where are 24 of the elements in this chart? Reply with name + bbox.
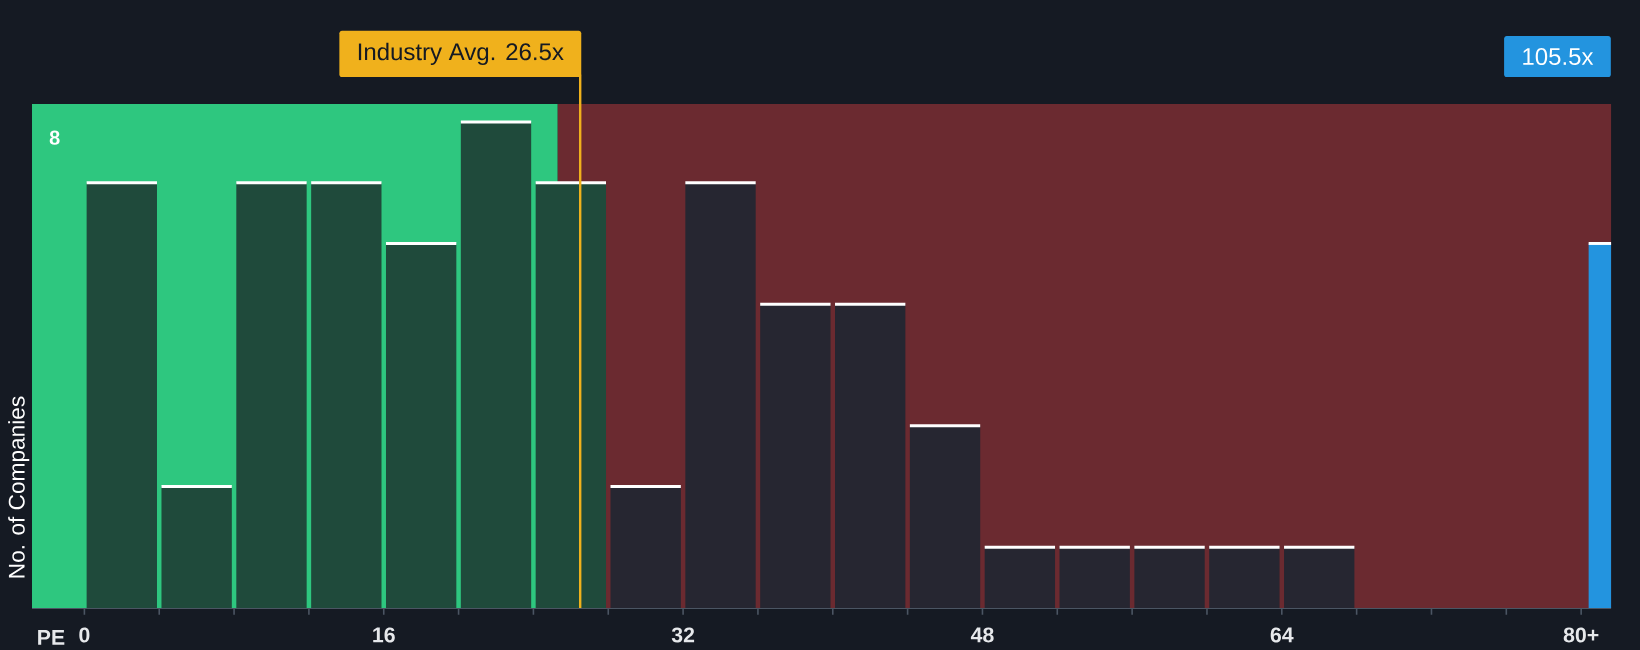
x-tick-label: 80+ <box>1563 627 1599 643</box>
bar <box>460 121 532 608</box>
y-axis-title: No. of Companies <box>8 396 30 578</box>
bar <box>385 243 457 608</box>
bar <box>535 182 607 608</box>
bar <box>909 425 981 608</box>
x-axis-title: PE <box>38 630 65 645</box>
bar <box>685 182 756 608</box>
bar <box>610 486 681 608</box>
bar <box>760 304 831 608</box>
x-tick-label: 16 <box>373 627 395 643</box>
text: 105.5x <box>1523 48 1594 66</box>
x-tick-label: 48 <box>970 627 994 643</box>
x-tick-label: 0 <box>79 627 90 643</box>
bar <box>86 182 157 608</box>
x-tick-label: 32 <box>671 627 695 643</box>
x-tick-label: 64 <box>1270 627 1294 643</box>
bar <box>835 304 906 608</box>
bar <box>1588 243 1612 608</box>
ref-line-label: Industry Avg. 26.5x <box>358 42 564 66</box>
bar <box>236 182 307 608</box>
bar <box>311 182 382 608</box>
bar <box>161 486 232 608</box>
annotation: 8 <box>49 130 60 145</box>
